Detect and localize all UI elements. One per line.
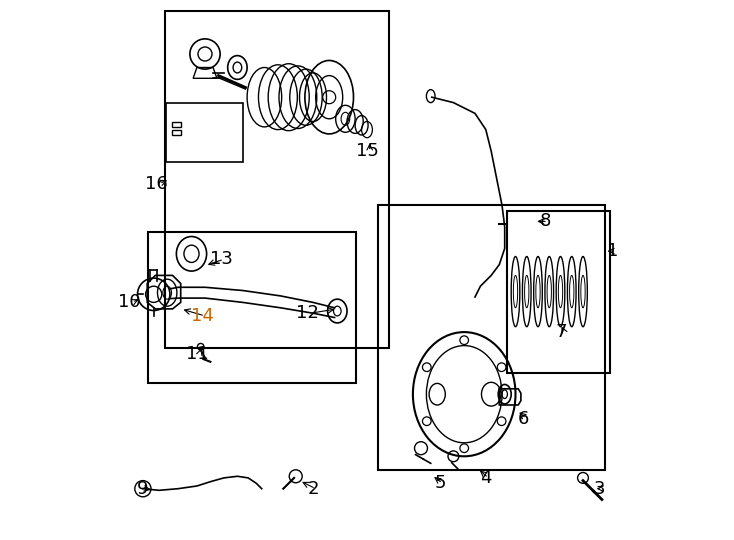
- Polygon shape: [172, 130, 181, 135]
- Text: 14: 14: [191, 307, 214, 325]
- Text: 2: 2: [308, 480, 319, 498]
- Text: 16: 16: [145, 174, 168, 193]
- Text: 12: 12: [296, 304, 319, 322]
- Text: 9: 9: [137, 480, 149, 498]
- Text: 8: 8: [539, 212, 551, 231]
- Text: 7: 7: [556, 323, 567, 341]
- Text: 10: 10: [118, 293, 141, 312]
- Text: 1: 1: [607, 242, 618, 260]
- Polygon shape: [172, 122, 181, 127]
- Text: 11: 11: [186, 345, 208, 363]
- Text: 13: 13: [210, 250, 233, 268]
- Text: 3: 3: [594, 480, 605, 498]
- Text: 15: 15: [355, 142, 379, 160]
- Text: 4: 4: [480, 469, 492, 487]
- Text: 6: 6: [518, 409, 529, 428]
- Text: 5: 5: [434, 474, 446, 492]
